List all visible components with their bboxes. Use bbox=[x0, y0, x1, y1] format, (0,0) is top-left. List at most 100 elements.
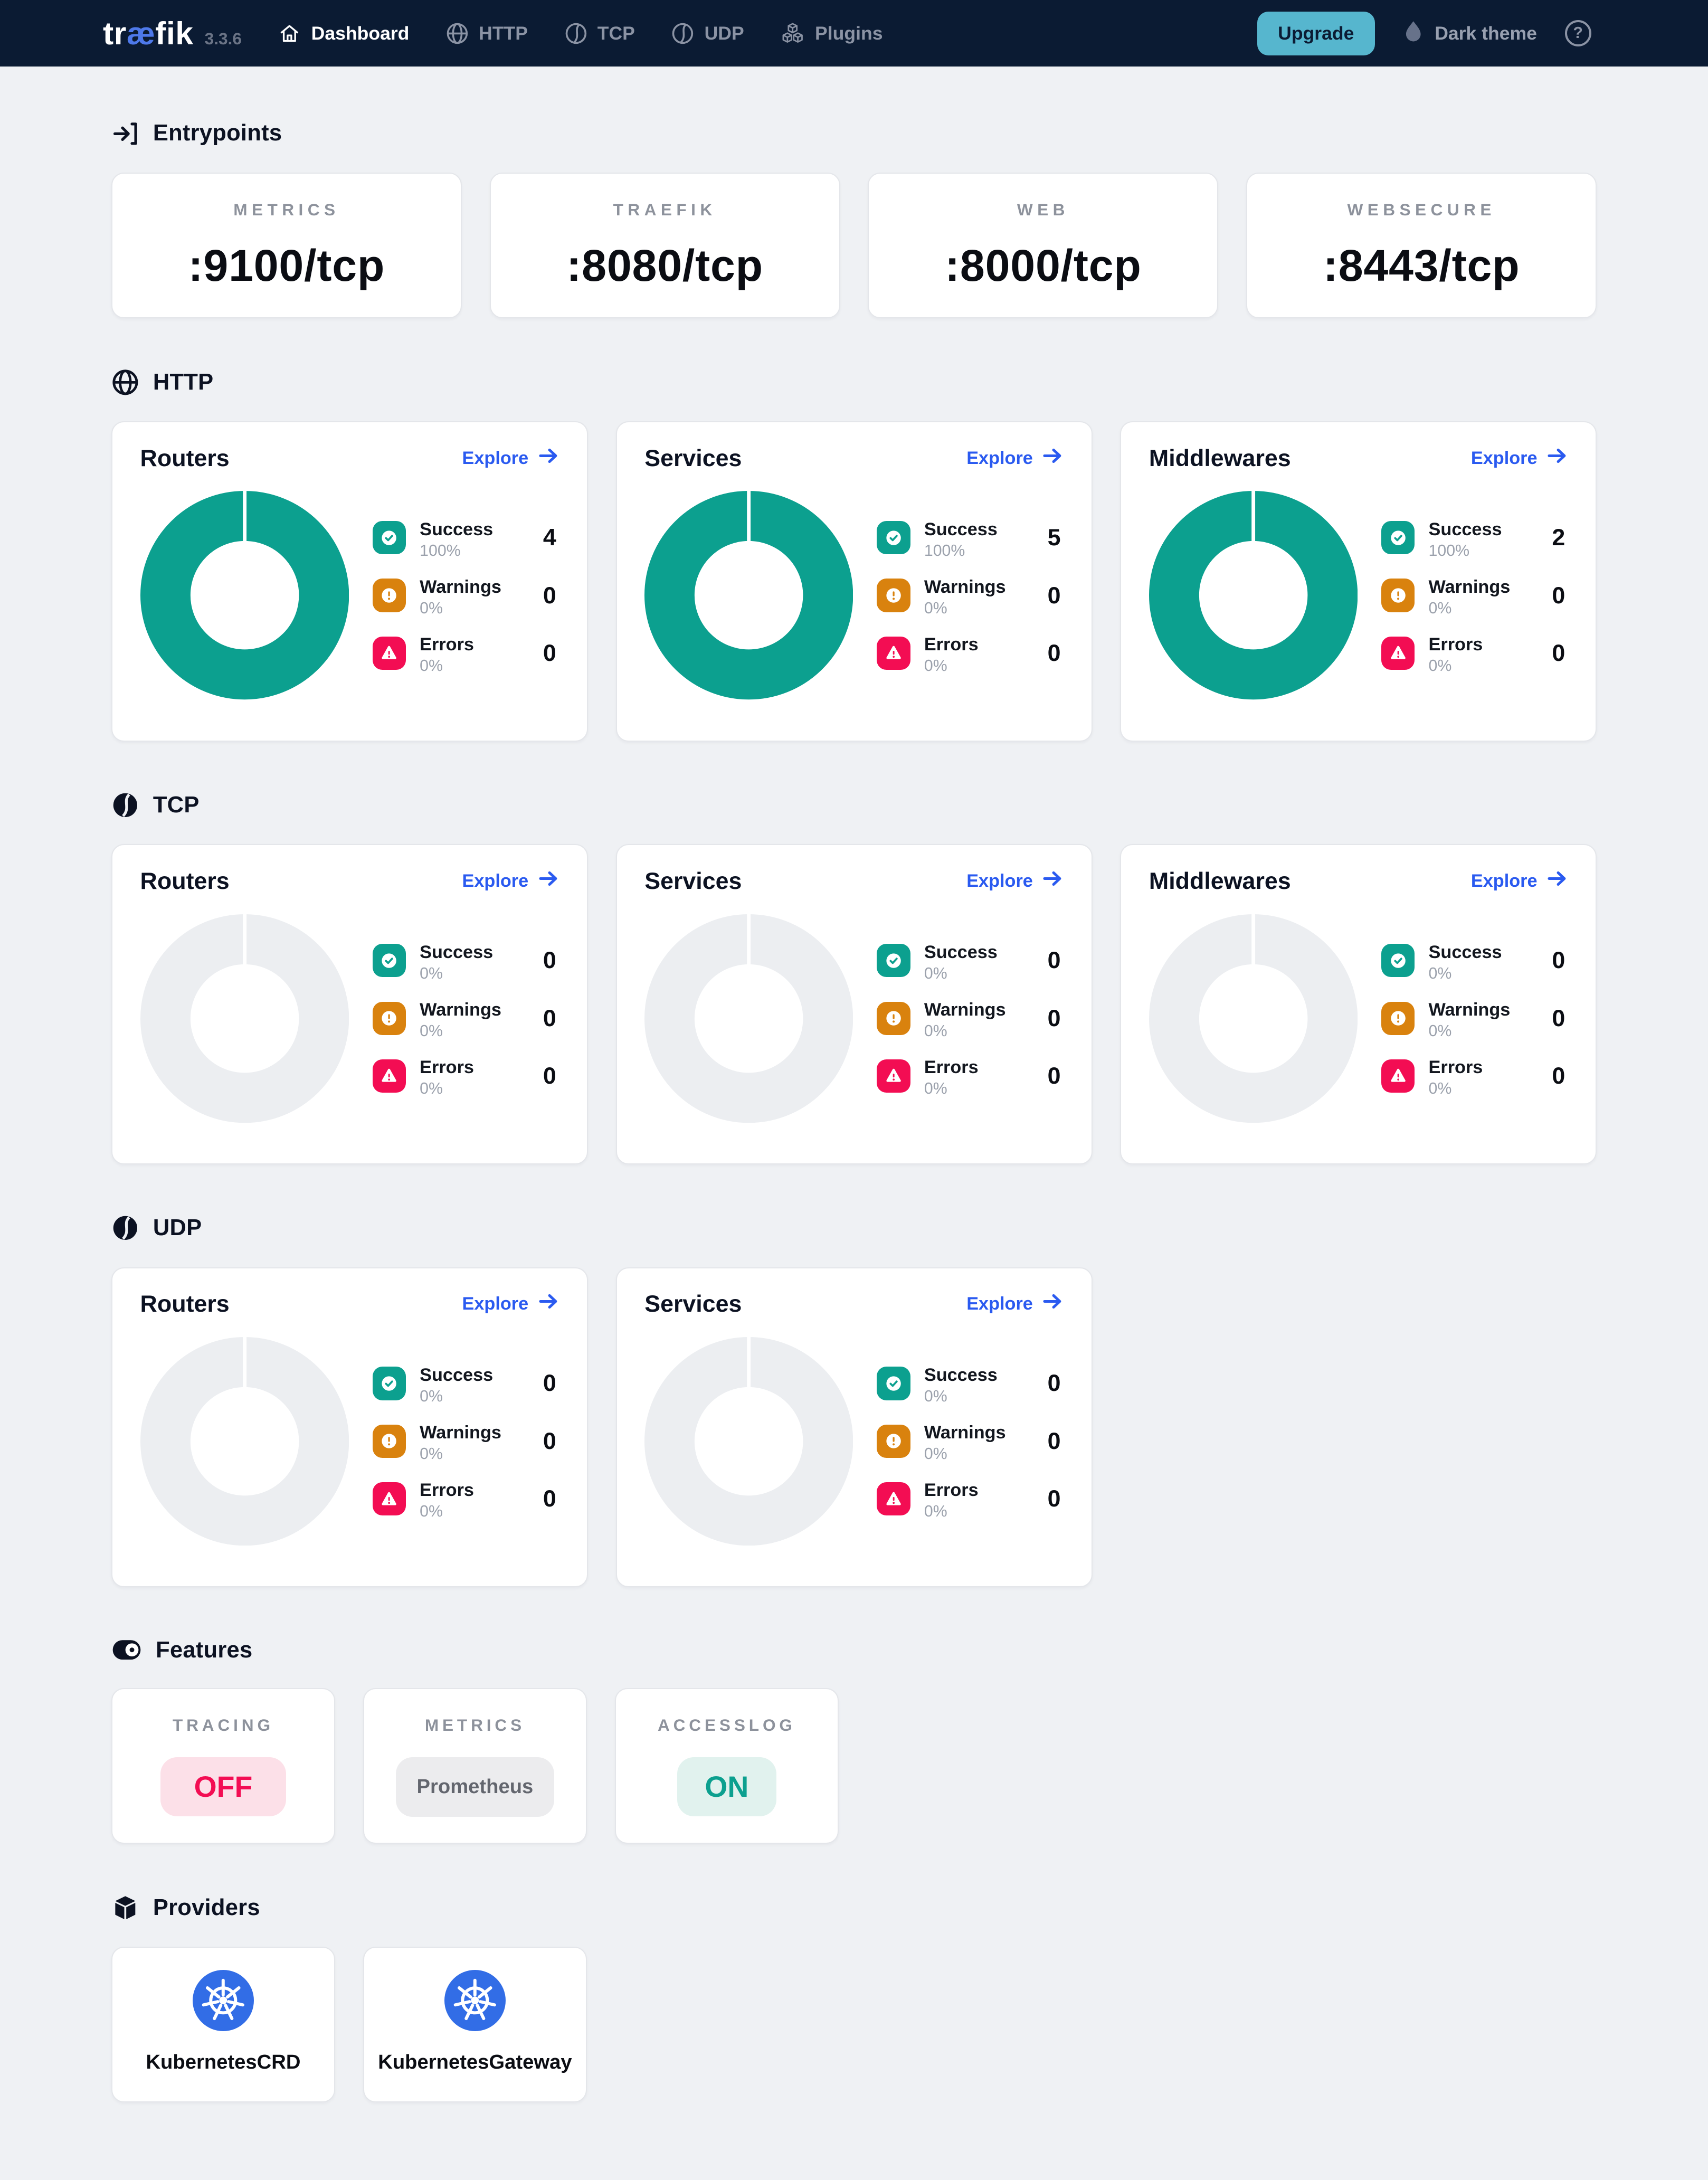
http-middlewares-card: Middlewares Explore Success 100% 2 bbox=[1120, 421, 1597, 742]
feature-name: TRACING bbox=[172, 1715, 274, 1734]
donut-chart bbox=[1149, 491, 1358, 700]
explore-link[interactable]: Explore bbox=[462, 1292, 559, 1316]
legend-value: 0 bbox=[1552, 582, 1565, 609]
explore-link[interactable]: Explore bbox=[1471, 446, 1568, 470]
entrypoint-name: WEBSECURE bbox=[1347, 200, 1496, 219]
legend-row-warnings: Warnings 0% 0 bbox=[877, 997, 1064, 1039]
feature-status-badge: OFF bbox=[160, 1757, 286, 1816]
nav-item-tcp[interactable]: TCP bbox=[564, 22, 635, 45]
logo-text-ae: æ bbox=[126, 15, 156, 52]
arrow-right-icon bbox=[538, 1292, 559, 1316]
donut-chart bbox=[644, 914, 853, 1123]
card-title: Services bbox=[644, 1290, 742, 1317]
arrow-right-icon bbox=[538, 869, 559, 893]
provider-name: KubernetesGateway bbox=[378, 2051, 572, 2074]
legend-value: 0 bbox=[1552, 639, 1565, 666]
legend-label: Warnings bbox=[924, 576, 1006, 597]
contrast-droplet-icon bbox=[1403, 18, 1424, 48]
entrypoint-card-metrics: METRICS :9100/tcp bbox=[111, 172, 462, 319]
legend-row-success: Success 100% 5 bbox=[877, 517, 1064, 559]
entrypoint-name: TRAEFIK bbox=[613, 200, 717, 219]
upgrade-button[interactable]: Upgrade bbox=[1257, 11, 1375, 55]
donut-chart bbox=[644, 1337, 853, 1546]
nav-item-http[interactable]: HTTP bbox=[445, 22, 528, 45]
error-icon bbox=[877, 636, 910, 670]
legend-percent: 0% bbox=[420, 1022, 443, 1040]
error-icon bbox=[877, 1059, 910, 1093]
legend-label: Warnings bbox=[420, 999, 501, 1020]
legend-percent: 0% bbox=[420, 1387, 443, 1405]
main-nav: Dashboard HTTP TCP UDP bbox=[278, 21, 883, 46]
feature-status-badge: Prometheus bbox=[396, 1757, 554, 1817]
navbar-right: Upgrade Dark theme ? bbox=[1257, 11, 1591, 55]
section-heading-providers: Providers bbox=[111, 1894, 1597, 1922]
warning-icon bbox=[372, 1424, 406, 1458]
tcp-services-card: Services Explore Success 0% 0 Warni bbox=[615, 844, 1093, 1164]
donut-legend: Success 0% 0 Warnings 0% 0 Errors 0% 0 bbox=[372, 1362, 559, 1520]
legend-label: Success bbox=[1428, 942, 1502, 962]
legend-label: Errors bbox=[924, 1057, 979, 1078]
legend-value: 0 bbox=[543, 1427, 556, 1454]
http-routers-card: Routers Explore Success 100% 4 Warn bbox=[111, 421, 588, 742]
arrow-right-icon bbox=[1547, 869, 1568, 893]
donut-legend: Success 100% 2 Warnings 0% 0 Errors 0% 0 bbox=[1381, 517, 1568, 675]
ball-icon bbox=[564, 22, 588, 45]
kubernetes-icon bbox=[192, 1970, 254, 2032]
legend-label: Errors bbox=[924, 1480, 979, 1501]
legend-row-success: Success 0% 0 bbox=[372, 940, 559, 982]
entrypoint-card-traefik: TRAEFIK :8080/tcp bbox=[489, 172, 840, 319]
legend-percent: 0% bbox=[1428, 964, 1452, 982]
theme-toggle[interactable]: Dark theme bbox=[1403, 18, 1537, 48]
legend-label: Errors bbox=[924, 634, 979, 655]
legend-value: 0 bbox=[1552, 1004, 1565, 1031]
legend-row-success: Success 100% 2 bbox=[1381, 517, 1568, 559]
nav-item-plugins[interactable]: Plugins bbox=[780, 21, 883, 46]
legend-row-warnings: Warnings 0% 0 bbox=[372, 574, 559, 617]
legend-label: Errors bbox=[420, 1480, 474, 1501]
legend-row-errors: Errors 0% 0 bbox=[372, 632, 559, 674]
legend-percent: 0% bbox=[1428, 599, 1452, 617]
legend-label: Warnings bbox=[924, 1423, 1006, 1443]
card-title: Middlewares bbox=[1149, 444, 1291, 471]
section-title: HTTP bbox=[153, 369, 214, 395]
legend-percent: 0% bbox=[1428, 657, 1452, 675]
explore-link[interactable]: Explore bbox=[462, 446, 559, 470]
arrow-right-icon bbox=[1042, 446, 1064, 470]
warning-icon bbox=[1381, 579, 1415, 612]
provider-card-kubernetesgateway: KubernetesGateway bbox=[363, 1947, 587, 2103]
legend-value: 0 bbox=[543, 947, 556, 974]
section-title: Entrypoints bbox=[153, 120, 282, 146]
legend-row-errors: Errors 0% 0 bbox=[372, 1055, 559, 1097]
explore-link[interactable]: Explore bbox=[966, 446, 1064, 470]
ball-icon bbox=[111, 791, 139, 819]
nav-item-label: Plugins bbox=[815, 22, 883, 44]
explore-link[interactable]: Explore bbox=[1471, 869, 1568, 893]
logo-text: tr bbox=[103, 15, 127, 52]
traefik-logo[interactable]: tr æ fik 3.3.6 bbox=[103, 15, 242, 52]
legend-percent: 0% bbox=[924, 657, 947, 675]
legend-row-warnings: Warnings 0% 0 bbox=[372, 1420, 559, 1462]
legend-label: Warnings bbox=[420, 576, 501, 597]
nav-item-dashboard[interactable]: Dashboard bbox=[278, 22, 409, 45]
legend-row-warnings: Warnings 0% 0 bbox=[1381, 574, 1568, 617]
entrypoint-card-web: WEB :8000/tcp bbox=[868, 172, 1219, 319]
help-icon[interactable]: ? bbox=[1564, 20, 1591, 47]
legend-label: Success bbox=[924, 519, 998, 539]
legend-label: Success bbox=[420, 1364, 494, 1385]
tcp-cards-row: Routers Explore Success 0% 0 Warnin bbox=[111, 844, 1597, 1164]
explore-link[interactable]: Explore bbox=[966, 869, 1064, 893]
success-icon bbox=[372, 944, 406, 978]
feature-card-accesslog: ACCESSLOG ON bbox=[614, 1688, 839, 1844]
explore-link[interactable]: Explore bbox=[966, 1292, 1064, 1316]
legend-percent: 0% bbox=[924, 1445, 947, 1463]
legend-row-success: Success 0% 0 bbox=[1381, 940, 1568, 982]
kubernetes-icon bbox=[444, 1970, 506, 2032]
explore-link[interactable]: Explore bbox=[462, 869, 559, 893]
card-title: Middlewares bbox=[1149, 867, 1291, 894]
legend-percent: 0% bbox=[1428, 1080, 1452, 1098]
legend-label: Warnings bbox=[1428, 576, 1511, 597]
legend-percent: 0% bbox=[924, 1080, 947, 1098]
entrypoint-port: :9100/tcp bbox=[188, 241, 385, 291]
nav-item-udp[interactable]: UDP bbox=[671, 22, 744, 45]
legend-value: 0 bbox=[543, 1485, 556, 1512]
